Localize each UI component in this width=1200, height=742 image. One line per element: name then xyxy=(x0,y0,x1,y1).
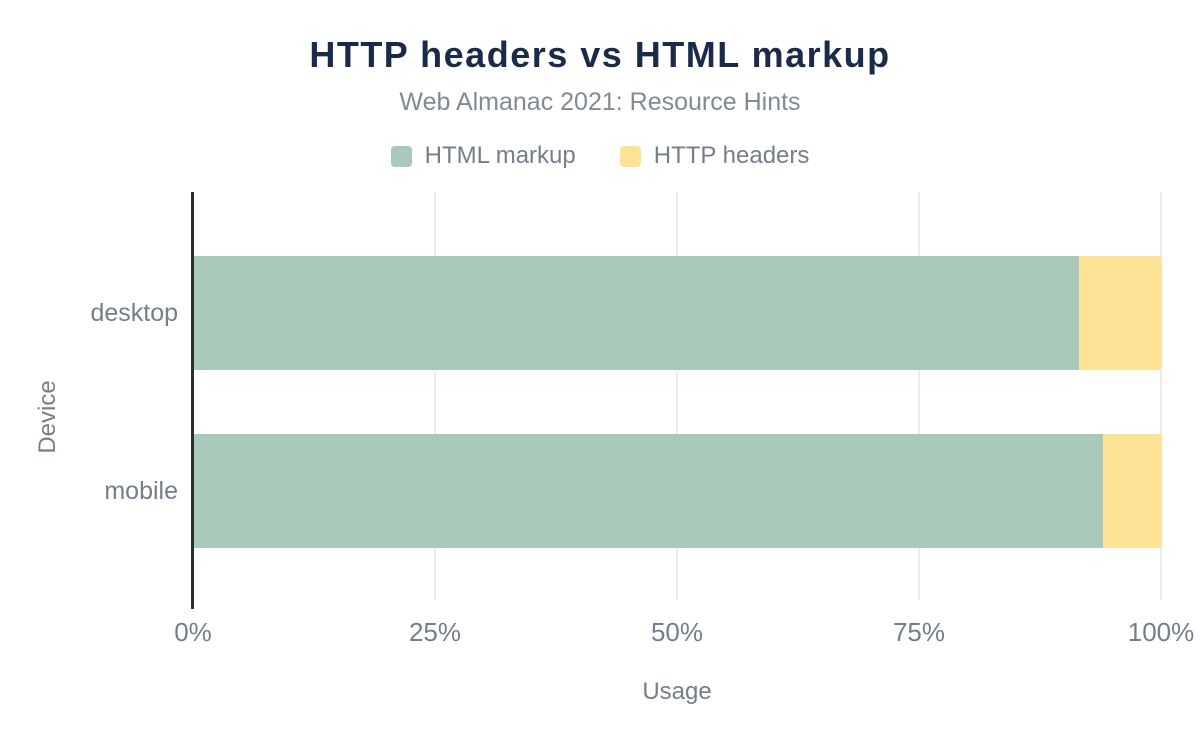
legend-label-http-headers: HTTP headers xyxy=(653,142,810,169)
legend-swatch-html-markup-icon xyxy=(390,145,412,167)
gridline-100 xyxy=(1160,192,1162,600)
plot-area xyxy=(191,192,1162,609)
bar-desktop-http-headers[interactable] xyxy=(1078,256,1162,370)
bar-mobile-http-headers[interactable] xyxy=(1102,434,1162,548)
chart-subtitle: Web Almanac 2021: Resource Hints xyxy=(399,88,801,116)
legend-label-html-markup: HTML markup xyxy=(424,142,576,169)
gridline-25 xyxy=(434,192,436,600)
y-category-mobile: mobile xyxy=(104,477,178,505)
legend-swatch-http-headers-icon xyxy=(619,145,641,167)
x-tick-50: 50% xyxy=(650,617,704,647)
legend-item-http-headers[interactable]: HTTP headers xyxy=(619,142,810,170)
legend-item-html-markup[interactable]: HTML markup xyxy=(390,142,576,170)
chart-title: HTTP headers vs HTML markup xyxy=(309,34,891,75)
bar-row-desktop xyxy=(194,256,1162,370)
bar-mobile-html-markup[interactable] xyxy=(194,434,1103,548)
bar-row-mobile xyxy=(194,434,1162,548)
x-tick-100: 100% xyxy=(1127,617,1195,647)
gridline-75 xyxy=(918,192,920,600)
y-axis-line xyxy=(191,192,194,609)
x-tick-0: 0% xyxy=(174,617,212,647)
x-axis-ticks: 0% 25% 50% 75% 100% xyxy=(174,617,1194,647)
bar-desktop-html-markup[interactable] xyxy=(194,256,1079,370)
gridline-50 xyxy=(676,192,678,600)
y-category-desktop: desktop xyxy=(90,299,178,327)
y-axis-title: Device xyxy=(34,380,61,454)
x-axis-title: Usage xyxy=(642,678,712,705)
x-tick-25: 25% xyxy=(408,617,462,647)
legend: HTML markup HTTP headers xyxy=(0,142,1200,170)
x-tick-75: 75% xyxy=(892,617,946,647)
